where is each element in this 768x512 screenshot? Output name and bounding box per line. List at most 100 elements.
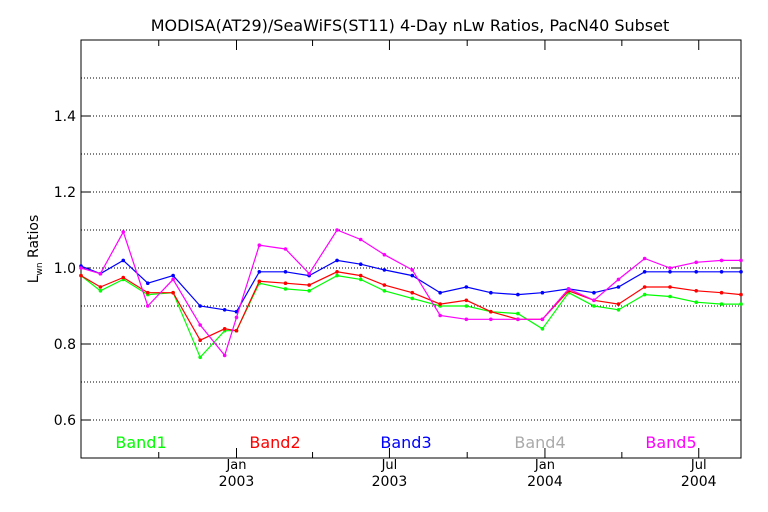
x-tick-label-year: 2004 xyxy=(527,474,563,490)
data-point xyxy=(668,270,672,274)
data-point xyxy=(592,298,596,303)
data-point xyxy=(668,285,672,289)
series-line xyxy=(80,229,741,357)
data-point xyxy=(410,290,415,295)
data-point xyxy=(616,302,621,306)
x-tick-label-month: Jul xyxy=(381,458,398,473)
data-point xyxy=(719,290,724,295)
data-point xyxy=(198,323,202,327)
data-point xyxy=(283,287,288,291)
data-point xyxy=(222,327,227,331)
data-point xyxy=(257,243,262,247)
x-tick-label-year: 2003 xyxy=(372,474,408,490)
data-point xyxy=(668,266,672,270)
data-point xyxy=(358,277,363,282)
data-point xyxy=(283,247,288,251)
data-point xyxy=(145,290,150,295)
data-point xyxy=(198,304,202,308)
data-point xyxy=(464,304,469,308)
series-line xyxy=(80,274,741,359)
data-point xyxy=(739,302,743,306)
data-point xyxy=(145,281,150,286)
data-point xyxy=(121,258,126,263)
data-point xyxy=(98,285,103,289)
data-point xyxy=(171,290,175,295)
data-point xyxy=(335,228,339,232)
data-point xyxy=(694,300,699,305)
axis-ticks: 0.60.81.01.21.4Jan2003Jul2003Jan2004Jul2… xyxy=(54,40,741,490)
data-point xyxy=(642,285,647,289)
data-point xyxy=(234,328,239,333)
data-point xyxy=(79,266,83,270)
data-point xyxy=(307,283,311,287)
data-point xyxy=(642,292,647,297)
legend: Band1 Band2 Band3 Band4 Band5 xyxy=(115,433,696,452)
data-point xyxy=(234,315,239,320)
series-line xyxy=(80,259,741,313)
data-point xyxy=(616,308,621,312)
y-axis-label: Lwn Ratios xyxy=(26,215,45,284)
data-point xyxy=(694,270,699,274)
data-point xyxy=(382,252,387,257)
data-point xyxy=(410,296,415,301)
series-band3 xyxy=(79,258,743,314)
legend-item-band5: Band5 xyxy=(645,433,696,452)
data-point xyxy=(283,270,288,274)
data-point xyxy=(464,298,469,303)
plot-frame xyxy=(80,39,742,459)
y-axis-label-rest: Ratios xyxy=(26,215,42,263)
data-point xyxy=(694,260,699,265)
x-tick-label-month: Jan xyxy=(534,458,555,473)
data-point xyxy=(307,271,311,276)
data-point xyxy=(121,230,126,234)
data-point xyxy=(719,258,724,263)
data-point xyxy=(592,304,596,308)
data-point xyxy=(540,327,545,331)
data-point xyxy=(171,273,175,278)
data-point xyxy=(121,275,126,280)
data-point xyxy=(540,317,545,322)
data-point xyxy=(410,268,415,272)
data-point xyxy=(438,313,442,318)
grid-lines xyxy=(81,77,741,421)
legend-item-band4: Band4 xyxy=(514,433,565,452)
data-point xyxy=(198,338,202,343)
data-point xyxy=(540,290,545,295)
data-point xyxy=(79,273,83,278)
legend-item-band1: Band1 xyxy=(115,433,166,452)
data-point xyxy=(642,270,647,274)
y-tick-label: 0.6 xyxy=(54,413,76,429)
data-point xyxy=(358,237,363,242)
data-point xyxy=(719,302,724,306)
y-tick-label: 1.4 xyxy=(54,109,76,125)
data-point xyxy=(335,273,339,278)
series-line xyxy=(80,271,742,341)
data-point xyxy=(438,302,442,306)
data-point xyxy=(307,289,311,293)
data-point xyxy=(719,270,724,274)
data-point xyxy=(616,277,621,282)
data-point xyxy=(616,285,621,289)
series-band5 xyxy=(79,228,743,358)
data-point xyxy=(335,270,339,274)
data-point xyxy=(516,311,520,316)
data-point xyxy=(145,304,150,308)
x-tick-label-month: Jan xyxy=(225,458,246,473)
data-point xyxy=(222,353,227,358)
y-tick-label: 1.0 xyxy=(54,261,76,277)
data-point xyxy=(489,290,493,295)
data-point xyxy=(739,270,743,274)
data-point xyxy=(198,355,202,360)
data-point xyxy=(410,273,415,278)
data-point xyxy=(283,281,288,286)
data-point xyxy=(358,273,363,278)
chart-title: MODISA(AT29)/SeaWiFS(ST11) 4-Day nLw Rat… xyxy=(151,16,670,35)
x-tick-label-month: Jul xyxy=(690,458,707,473)
data-point xyxy=(257,270,262,274)
data-point xyxy=(222,308,227,312)
y-tick-label: 0.8 xyxy=(54,337,76,353)
data-point xyxy=(739,258,743,263)
y-axis-label-main: L xyxy=(26,275,42,283)
data-point xyxy=(382,283,387,287)
legend-item-band2: Band2 xyxy=(249,433,300,452)
